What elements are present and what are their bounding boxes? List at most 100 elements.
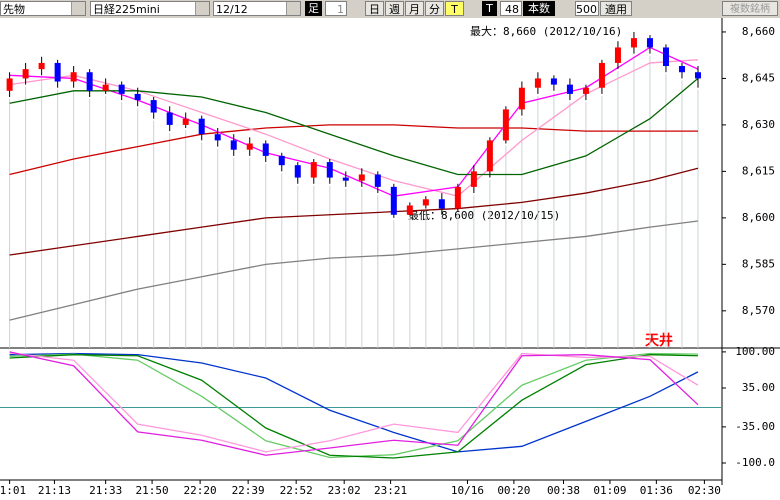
x-tick-label: 22:20 — [184, 484, 217, 497]
indicator-line — [9, 124, 698, 176]
y-tick-label: 8,585 — [742, 257, 775, 270]
contract-select[interactable]: 12/12 — [213, 1, 301, 16]
indicator-line — [9, 352, 699, 453]
candle-body — [230, 140, 237, 150]
indicator-line — [9, 351, 699, 456]
x-tick-label: 00:20 — [497, 484, 530, 497]
candle-body — [166, 112, 173, 125]
candle-body — [678, 66, 685, 73]
candle-body — [134, 93, 141, 101]
toolbar: 先物 日経225mini 12/12 足 1 日 週 月 分 T T 48 本数… — [0, 0, 780, 18]
candle-body — [630, 38, 637, 48]
candle-body — [694, 72, 701, 79]
period-button[interactable]: T — [445, 1, 464, 16]
period-button[interactable]: 月 — [405, 1, 424, 16]
apply-button[interactable]: 適用 — [600, 1, 632, 16]
candle-body — [310, 162, 317, 178]
candle-body — [198, 118, 205, 135]
max-annotation: 最大：8,660 (2012/10/16) — [470, 24, 622, 38]
x-tick-label: 21:13 — [38, 484, 71, 497]
candle-body — [54, 62, 61, 82]
x-tick-label: 23:21 — [374, 484, 407, 497]
candle-body — [150, 100, 157, 113]
candle-body — [534, 78, 541, 88]
candle-body — [502, 109, 509, 141]
y-tick-label: 8,660 — [742, 25, 775, 38]
y-tick-label: 35.00 — [742, 381, 775, 394]
candle-body — [598, 62, 605, 88]
candle-body — [22, 69, 29, 79]
candle-body — [102, 84, 109, 91]
candle-body — [438, 199, 445, 209]
candle-body — [646, 38, 653, 48]
candle-body — [342, 177, 349, 181]
candle-body — [518, 87, 525, 110]
x-tick-label: 23:02 — [328, 484, 361, 497]
indicator-line — [9, 354, 699, 459]
count-label: 本数 — [523, 1, 555, 16]
candle-body — [294, 165, 301, 178]
bar-count[interactable]: 1 — [325, 1, 347, 16]
candle-body — [262, 143, 269, 156]
indicator-line — [9, 352, 699, 453]
indicator-line — [9, 77, 699, 176]
y-tick-label: 8,630 — [742, 118, 775, 131]
candle-body — [246, 143, 253, 150]
candle-body — [662, 47, 669, 67]
candle-body — [582, 87, 589, 94]
max-input[interactable]: 500 — [575, 1, 599, 16]
y-tick-label: 8,615 — [742, 164, 775, 177]
candle-body — [358, 174, 365, 181]
tick-button[interactable]: T — [482, 1, 497, 16]
candle-body — [214, 134, 221, 141]
symbol-select[interactable]: 日経225mini — [90, 1, 210, 16]
candle-body — [326, 162, 333, 178]
candle-body — [454, 186, 461, 209]
period-button[interactable]: 日 — [365, 1, 384, 16]
candle-body — [566, 84, 573, 94]
y-tick-label: -35.00 — [735, 420, 775, 433]
x-tick-label: 10/16 — [451, 484, 484, 497]
candle-body — [278, 155, 285, 166]
candle-body — [550, 78, 557, 85]
candle-body — [374, 174, 381, 187]
indicator-line — [9, 220, 699, 321]
y-tick-label: -100.0 — [735, 456, 775, 469]
candle-body — [422, 199, 429, 206]
indicator-line — [9, 167, 699, 256]
x-tick-label: 01:36 — [640, 484, 673, 497]
candle-body — [390, 186, 397, 215]
y-tick-label: 8,645 — [742, 71, 775, 84]
candle-body — [6, 78, 13, 91]
candle-body — [406, 205, 413, 215]
x-tick-label: 00:38 — [547, 484, 580, 497]
x-tick-label: 21:50 — [136, 484, 169, 497]
candle-body — [182, 118, 189, 125]
candle-body — [486, 140, 493, 172]
x-tick-label: 02:30 — [688, 484, 721, 497]
bar-label: 足 — [305, 1, 322, 16]
market-select[interactable]: 先物 — [0, 1, 86, 16]
candle-body — [470, 171, 477, 187]
x-tick-label: 01:09 — [593, 484, 626, 497]
chart: 最大：8,660 (2012/10/16) 最低：8,600 (2012/10/… — [0, 18, 780, 500]
y-tick-label: 8,570 — [742, 304, 775, 317]
top-annotation: 天井 — [645, 332, 673, 349]
candle-body — [614, 47, 621, 63]
x-tick-label: 21:33 — [89, 484, 122, 497]
candle-body — [38, 62, 45, 70]
x-tick-label: 22:52 — [280, 484, 313, 497]
period-button[interactable]: 分 — [425, 1, 444, 16]
candle-body — [86, 72, 93, 91]
x-tick-label: 22:39 — [232, 484, 265, 497]
multi-button[interactable]: 複数銘柄 — [722, 1, 778, 16]
min-annotation: 最低：8,600 (2012/10/15) — [408, 209, 560, 222]
x-tick-label: 21:01 — [0, 484, 26, 497]
y-tick-label: 8,600 — [742, 211, 775, 224]
period-button[interactable]: 週 — [385, 1, 404, 16]
candle-body — [70, 72, 77, 82]
y-tick-label: 100.00 — [735, 345, 775, 358]
count-input[interactable]: 48 — [500, 1, 522, 16]
candle-body — [118, 84, 125, 94]
